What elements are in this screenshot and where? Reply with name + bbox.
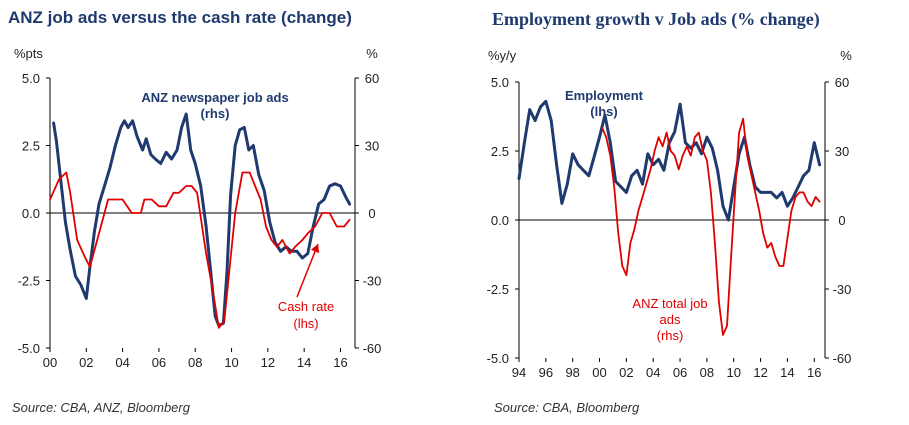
chart-2-x-tick-label: 96 (539, 365, 553, 380)
chart-2-right-tick-label: -30 (833, 282, 852, 297)
chart-1-left-tick-label: 5.0 (22, 71, 40, 86)
chart-1-right-tick-label: -30 (363, 274, 382, 289)
chart-2-x-tick-label: 14 (780, 365, 794, 380)
chart-1-series-anz-newspaper-job-ads-line (52, 112, 352, 327)
chart-1-right-tick-label: -60 (363, 341, 382, 356)
chart-1-left-tick-label: 0.0 (22, 206, 40, 221)
chart-1-series-cash-rate-line (49, 171, 351, 329)
chart-2-series-employment-line (517, 99, 822, 222)
chart-2-right-tick-label: 30 (835, 144, 849, 159)
chart-1-annotation-red: Cash rate (278, 299, 334, 314)
chart-2-x-tick-label: 08 (700, 365, 714, 380)
chart-2-left-tick-label: 0.0 (491, 213, 509, 228)
chart-2-right-unit: % (840, 48, 852, 63)
chart-1-annotation-navy: (rhs) (201, 106, 230, 121)
chart-2-right-tick-label: 0 (838, 213, 845, 228)
chart-1-x-tick-label: 12 (261, 355, 275, 370)
chart-1-annotation-navy: ANZ newspaper job ads (141, 90, 288, 105)
chart-2-x-tick-label: 00 (592, 365, 606, 380)
chart-2-plot: %y/y % 5.0 2.5 0.0 -2.5 -5.0 60 30 0 -30 -60 94 96 98 0… (487, 48, 853, 380)
chart-1-right-unit: % (366, 46, 378, 61)
chart-1-plot: %pts % 5.0 2.5 0.0 -2.5 -5.0 60 30 0 -30 -60 00 02 04 0… (14, 46, 381, 370)
chart-1-x-tick-label: 08 (188, 355, 202, 370)
chart-1-x-tick-label: 10 (224, 355, 238, 370)
chart-1-left-unit: %pts (14, 46, 43, 61)
chart-1-right-tick-label: 0 (368, 206, 375, 221)
chart-1-x-tick-label: 14 (297, 355, 311, 370)
chart-2-x-tick-label: 04 (646, 365, 660, 380)
cash-rate-arrow-head (310, 244, 320, 254)
chart-2-right-tick-label: 60 (835, 75, 849, 90)
chart-2-x-tick-label: 06 (673, 365, 687, 380)
chart-2-x-tick-label: 12 (753, 365, 767, 380)
chart-2-right-tick-label: -60 (833, 351, 852, 366)
chart-2-title: Employment growth v Job ads (% change) (492, 9, 820, 29)
chart-2-left-tick-label: -2.5 (487, 282, 509, 297)
chart-2-annotation-navy: Employment (565, 88, 644, 103)
chart-2-left-unit: %y/y (488, 48, 517, 63)
chart-2-annotation-navy: (lhs) (590, 104, 617, 119)
chart-1-x-tick-label: 06 (152, 355, 166, 370)
chart-1-x-tick-label: 00 (43, 355, 57, 370)
chart-2-annotation-red: (rhs) (657, 328, 684, 343)
chart-2-x-tick-label: 98 (565, 365, 579, 380)
chart-2-left-tick-label: -5.0 (487, 351, 509, 366)
chart-2-x-tick-label: 10 (727, 365, 741, 380)
chart-1-left-tick-label: 2.5 (22, 139, 40, 154)
chart-2-series-anz-total-job-ads-line (601, 117, 821, 336)
chart-1-source: Source: CBA, ANZ, Bloomberg (12, 400, 190, 415)
chart-2-left-tick-label: 5.0 (491, 75, 509, 90)
chart-2-x-tick-label: 94 (512, 365, 526, 380)
chart-1-title: ANZ job ads versus the cash rate (change… (8, 8, 352, 27)
chart-1-annotation-red: (lhs) (293, 316, 318, 331)
chart-2-x-tick-label: 16 (807, 365, 821, 380)
chart-1-right-tick-label: 60 (365, 71, 379, 86)
chart-2-source: Source: CBA, Bloomberg (494, 400, 640, 415)
chart-2-left-tick-label: 2.5 (491, 144, 509, 159)
chart-2-x-tick-label: 02 (619, 365, 633, 380)
chart-2-annotation-red: ANZ total job (632, 296, 707, 311)
chart-2-annotation-red: ads (660, 312, 681, 327)
chart-1-right-tick-label: 30 (365, 139, 379, 154)
chart-1-left-tick-label: -5.0 (18, 341, 40, 356)
cash-rate-arrow (296, 243, 319, 298)
chart-1-x-tick-label: 04 (115, 355, 129, 370)
chart-1-x-tick-label: 02 (79, 355, 93, 370)
chart-1-x-tick-label: 16 (333, 355, 347, 370)
chart-1-left-tick-label: -2.5 (18, 274, 40, 289)
